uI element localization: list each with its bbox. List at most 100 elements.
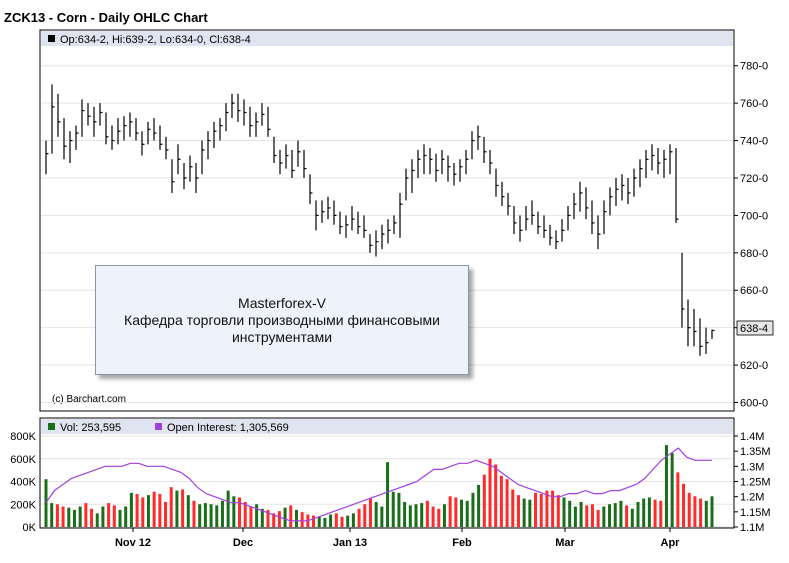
- volume-bar: [90, 508, 94, 527]
- volume-legend: Vol: 253,595: [60, 422, 121, 434]
- volume-bar: [516, 495, 520, 527]
- price-tick-label: 780-0: [740, 61, 768, 73]
- volume-bar: [454, 497, 458, 527]
- volume-bar: [408, 505, 412, 527]
- volume-bar: [534, 492, 538, 527]
- volume-bar: [272, 513, 276, 527]
- chart-title: ZCK13 - Corn - Daily OHLC Chart: [4, 10, 208, 25]
- volume-bar: [568, 500, 572, 527]
- volume-bar: [300, 512, 304, 527]
- volume-bar: [118, 509, 122, 527]
- volume-bar: [613, 503, 617, 527]
- volume-bar: [397, 492, 401, 527]
- volume-bar: [220, 500, 224, 527]
- month-axis-ticks: Nov 12 Dec Jan 13 Feb Mar Apr: [115, 528, 680, 549]
- price-tick-label: 680-0: [740, 248, 768, 260]
- annotation-line-1: Masterforex-V: [238, 294, 326, 311]
- volume-bar: [573, 506, 577, 527]
- ohlc-bars: [45, 84, 715, 356]
- volume-bar: [636, 501, 640, 527]
- volume-bar: [61, 506, 65, 527]
- volume-bar: [129, 492, 133, 527]
- volume-bar: [198, 504, 202, 527]
- volume-bar: [55, 504, 59, 527]
- volume-bar: [596, 509, 600, 527]
- volume-bar: [670, 453, 674, 527]
- volume-bar: [545, 490, 549, 527]
- volume-bar: [243, 501, 247, 527]
- price-tick-label: 700-0: [740, 210, 768, 222]
- volume-tick-label: 0K: [23, 522, 37, 534]
- volume-bar: [374, 501, 378, 527]
- volume-bar: [329, 514, 333, 527]
- price-tick-label: 740-0: [740, 136, 768, 148]
- oi-tick-label: 1.15M: [740, 507, 771, 519]
- month-tick-label: Nov 12: [115, 537, 151, 549]
- volume-bar: [551, 490, 555, 527]
- volume-bar: [414, 504, 418, 527]
- volume-bar: [186, 495, 190, 527]
- volume-bar: [141, 497, 145, 527]
- volume-bar: [556, 495, 560, 527]
- volume-bar: [226, 490, 230, 527]
- volume-bar: [351, 513, 355, 527]
- oi-tick-label: 1.1M: [740, 522, 764, 534]
- volume-bar: [67, 507, 71, 527]
- month-tick-label: Mar: [555, 537, 575, 549]
- price-tick-label: 760-0: [740, 98, 768, 110]
- price-axis-ticks: 600-0620-0640-0660-0680-0700-0720-0740-0…: [734, 61, 768, 410]
- volume-bar: [380, 506, 384, 527]
- volume-tick-label: 200K: [10, 499, 36, 511]
- volume-bar: [192, 500, 196, 527]
- open-interest-line: [45, 447, 712, 522]
- month-tick-label: Jan 13: [333, 537, 367, 549]
- volume-bar: [528, 499, 532, 527]
- volume-bar: [391, 491, 395, 527]
- volume-bar: [522, 498, 526, 527]
- volume-bar: [664, 445, 668, 527]
- volume-bar: [590, 504, 594, 527]
- volume-bar: [642, 498, 646, 527]
- oi-tick-label: 1.35M: [740, 446, 771, 458]
- volume-bar: [710, 496, 714, 527]
- volume-bar: [602, 506, 606, 527]
- volume-bar: [283, 507, 287, 527]
- volume-bar: [499, 475, 503, 527]
- volume-bar: [647, 497, 651, 527]
- volume-bar: [659, 500, 663, 527]
- volume-bar: [403, 501, 407, 527]
- annotation-line-3: инструментами: [231, 328, 333, 345]
- volume-bar: [289, 505, 293, 527]
- volume-bar: [488, 458, 492, 527]
- volume-bar: [72, 509, 76, 527]
- volume-bar: [95, 513, 99, 527]
- volume-bar: [266, 509, 270, 527]
- volume-bar: [437, 508, 441, 527]
- volume-bar: [505, 479, 509, 527]
- volume-bar: [420, 503, 424, 527]
- volume-legend-swatch: [48, 423, 55, 430]
- volume-bar: [346, 515, 350, 527]
- volume-bar: [425, 500, 429, 527]
- month-tick-label: Apr: [661, 537, 681, 549]
- volume-bar: [277, 511, 281, 527]
- month-tick-label: Feb: [452, 537, 472, 549]
- annotation-line-2: Кафедра торговли производными финансовым…: [124, 311, 440, 328]
- volume-tick-label: 400K: [10, 477, 36, 489]
- volume-axis-ticks: 0K 200K 400K 600K 800K: [10, 431, 36, 534]
- volume-bar: [84, 503, 88, 527]
- volume-bar: [294, 509, 298, 527]
- oi-tick-label: 1.4M: [740, 431, 764, 443]
- ohlc-readout: Op:634-2, Hi:639-2, Lo:634-0, Cl:638-4: [60, 34, 251, 46]
- volume-bar: [687, 492, 691, 527]
- volume-bar: [448, 496, 452, 527]
- volume-bar: [334, 513, 338, 527]
- volume-bar: [107, 503, 111, 527]
- volume-bar: [203, 503, 207, 527]
- volume-bar: [78, 506, 82, 527]
- volume-bar: [249, 506, 253, 527]
- volume-bar: [699, 498, 703, 527]
- volume-bar: [386, 462, 390, 527]
- volume-bar: [238, 497, 242, 527]
- volume-bar: [44, 479, 48, 527]
